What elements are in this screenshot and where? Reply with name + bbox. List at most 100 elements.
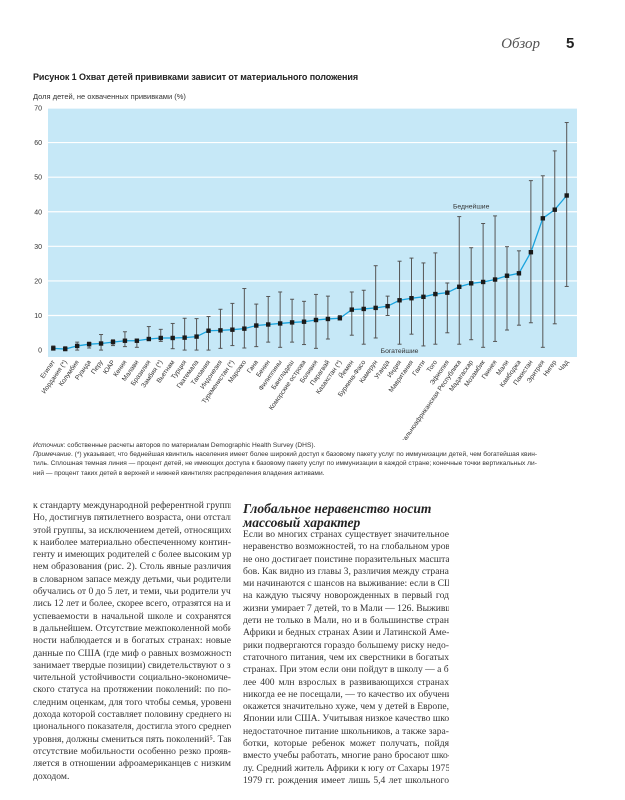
text-line: ского статуса на протяжении поколений: п… bbox=[33, 684, 231, 696]
text-line: уровня, должны смениться пять поколений⁵… bbox=[33, 733, 231, 745]
source-text: : собственные расчеты авторов по материа… bbox=[63, 442, 316, 449]
data-point bbox=[480, 279, 486, 285]
chart-annotation: Беднейшие bbox=[453, 202, 490, 210]
data-point bbox=[540, 216, 546, 221]
y-tick-label: 40 bbox=[34, 209, 42, 216]
data-point bbox=[409, 296, 414, 301]
data-point bbox=[254, 323, 259, 328]
section-heading: Глобальное неравенство носит массовый ха… bbox=[243, 501, 432, 530]
text-line: ботки, которые ребенок может получать, п… bbox=[243, 738, 449, 750]
text-line: статочного питания, чем их сверстники в … bbox=[243, 651, 449, 663]
y-tick-label: 0 bbox=[38, 348, 42, 355]
text-line: Японии или США. Учитывая низкое качество… bbox=[243, 713, 449, 725]
text-line: на каждую тысячу новорожденных в первый … bbox=[243, 590, 449, 602]
text-line: ляется в отношении афроамериканцев с низ… bbox=[33, 758, 231, 770]
data-point bbox=[325, 316, 331, 322]
y-tick-label: 70 bbox=[34, 106, 42, 113]
data-point bbox=[158, 335, 163, 341]
x-tick-label: Гаити bbox=[411, 359, 427, 377]
text-line: никогда ее не посещали, — то качество их… bbox=[243, 688, 449, 700]
data-point bbox=[242, 326, 247, 331]
data-point bbox=[277, 321, 283, 326]
data-point bbox=[51, 346, 56, 351]
text-line: ми начинаются с шансов на выживание: есл… bbox=[243, 578, 449, 590]
text-line: дети не только в Мали, но и в большинств… bbox=[243, 615, 449, 627]
y-tick-label: 60 bbox=[34, 140, 42, 147]
text-line: в словарном запасе между детьми, чьи род… bbox=[33, 573, 231, 585]
text-line: этой группы, за исключением детей, относ… bbox=[33, 524, 231, 536]
y-tick-label: 10 bbox=[34, 313, 42, 320]
text-line: неравенство возможностей, то на глобальн… bbox=[243, 541, 449, 553]
data-point bbox=[266, 322, 271, 327]
text-line: занимает твердые позиции) свидетельствую… bbox=[33, 659, 231, 671]
data-point bbox=[194, 334, 199, 339]
text-line: к наиболее материально обеспеченному кон… bbox=[33, 536, 231, 548]
data-point bbox=[301, 319, 307, 324]
x-tick-label: Нигер bbox=[542, 359, 558, 378]
data-point bbox=[468, 281, 474, 286]
text-line: к стандарту международной референтной гр… bbox=[33, 500, 231, 511]
text-line: в дальнейшем. Отсутствие межпоколенной м… bbox=[33, 622, 231, 634]
data-point bbox=[516, 271, 522, 276]
text-line: не оно достигает поистине поразительных … bbox=[243, 553, 449, 565]
data-point bbox=[552, 207, 557, 212]
text-line: дохода которой составляет половину средн… bbox=[33, 709, 231, 721]
data-point bbox=[170, 335, 175, 341]
text-line: бов. Как видно из главы 3, различия межд… bbox=[243, 565, 449, 577]
note-text: . (*) указывает, что беднейшая квинтиль … bbox=[70, 451, 538, 459]
note-line: Примечание. (*) указывает, что беднейшая… bbox=[33, 450, 588, 459]
data-point bbox=[289, 320, 295, 325]
text-line: Но, достигнув пятилетнего возраста, они … bbox=[33, 512, 231, 524]
text-line: доходом. bbox=[33, 770, 70, 782]
data-point bbox=[230, 327, 235, 332]
source-label: Источник bbox=[33, 442, 64, 449]
data-point bbox=[564, 193, 569, 198]
chart-y-axis-label: Доля детей, не охваченных прививками (%) bbox=[33, 92, 186, 101]
data-point bbox=[385, 303, 390, 309]
y-tick-label: 30 bbox=[34, 244, 42, 251]
figure-notes: Источник: собственные расчеты авторов по… bbox=[33, 441, 588, 478]
data-point bbox=[134, 338, 140, 343]
data-point bbox=[110, 339, 116, 345]
data-point bbox=[397, 298, 402, 303]
data-point bbox=[421, 294, 426, 300]
data-point bbox=[492, 277, 498, 282]
data-point bbox=[528, 250, 534, 255]
body-column-right: Если во многих странах существует значит… bbox=[243, 529, 449, 787]
y-tick-label: 20 bbox=[34, 278, 42, 285]
text-line: следним оценкам, для того чтобы семья, у… bbox=[33, 696, 231, 708]
text-line: странах. При этом если они пойдут в школ… bbox=[243, 664, 449, 676]
data-point bbox=[182, 335, 187, 340]
chart-annotation: Богатейшие bbox=[381, 347, 419, 355]
data-point bbox=[63, 346, 68, 352]
data-point bbox=[349, 307, 354, 312]
x-tick-label: Чад bbox=[558, 359, 571, 373]
y-tick-label: 50 bbox=[34, 175, 42, 182]
body-column-left: к стандарту международной референтной гр… bbox=[33, 500, 231, 783]
text-line: ности наблюдается и в богатых странах: н… bbox=[33, 635, 231, 647]
source-note: Источник: собственные расчеты авторов по… bbox=[33, 441, 588, 450]
text-line: лу. Средний житель Африки к югу от Сахар… bbox=[243, 762, 449, 774]
note-line: ний — процент таких детей в верхней и ни… bbox=[33, 469, 325, 477]
text-line: генту и имеющих родителей с более высоки… bbox=[33, 549, 231, 561]
data-point bbox=[361, 306, 366, 312]
text-line: отсутствие мобильности особенно резко пр… bbox=[33, 745, 231, 757]
data-point bbox=[122, 338, 128, 343]
data-point bbox=[98, 341, 104, 346]
data-point bbox=[74, 343, 80, 349]
figure-title: Рисунок 1 Охват детей прививками зависит… bbox=[33, 72, 358, 82]
note-line: тиль. Сплошная темная линия — процент де… bbox=[33, 460, 537, 468]
data-point bbox=[504, 273, 510, 278]
text-line: окажется значительно хуже, чем у детей в… bbox=[243, 701, 449, 713]
text-line: нем образования (рис. 2). Столь явные ра… bbox=[33, 561, 231, 573]
page-number: 5 bbox=[566, 35, 575, 52]
data-point bbox=[146, 336, 152, 342]
text-line: чительной устойчивости социально-экономи… bbox=[33, 672, 231, 684]
text-line: Африки и бедных странах Азии и Латинской… bbox=[243, 627, 449, 639]
text-line: жизни умирает 7 детей, то в Мали — 126. … bbox=[243, 602, 449, 614]
data-point bbox=[206, 328, 211, 333]
text-line: успеваемости в начальной школе и сохраня… bbox=[33, 610, 231, 622]
data-point bbox=[457, 284, 462, 289]
text-line: рики подвергаются гораздо большему риску… bbox=[243, 639, 449, 651]
data-point bbox=[86, 342, 92, 347]
